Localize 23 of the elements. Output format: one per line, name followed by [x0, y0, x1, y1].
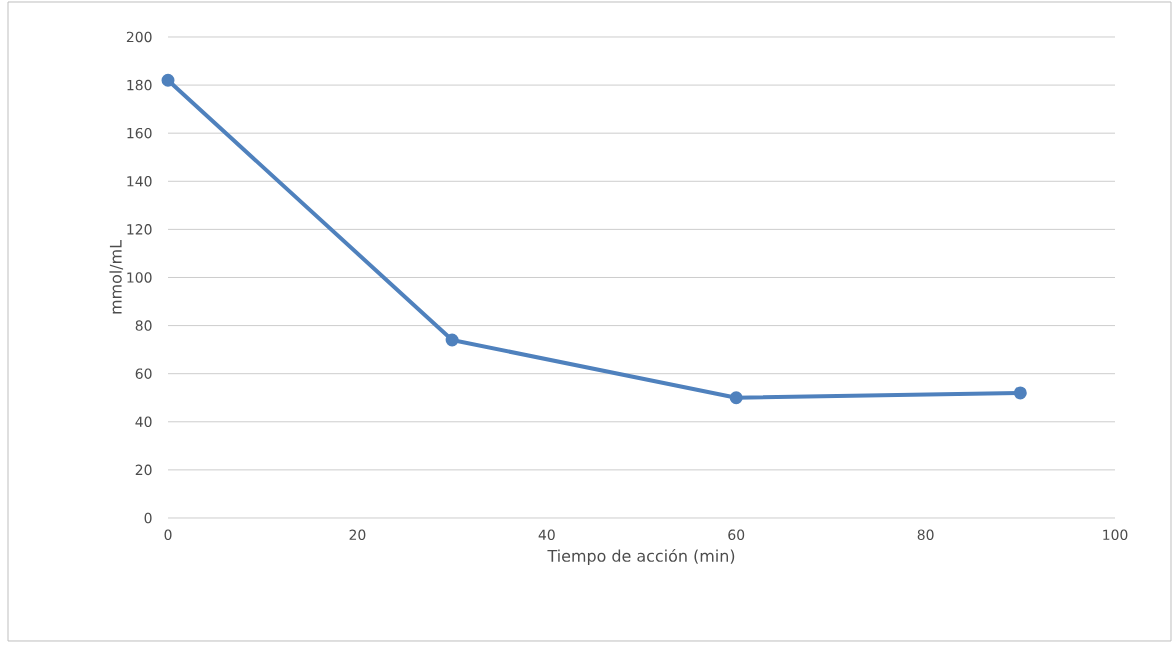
x-tick-label: 80 [917, 529, 934, 541]
y-tick-label: 20 [135, 464, 152, 476]
x-tick-label: 40 [538, 529, 555, 541]
y-tick-label: 40 [135, 416, 152, 428]
x-axis-title: Tiempo de acción (min) [547, 548, 735, 565]
y-tick-label: 80 [135, 320, 152, 331]
x-tick-label: 0 [164, 529, 172, 541]
y-tick-label: 140 [127, 176, 152, 187]
x-tick-label: 100 [1103, 529, 1128, 541]
y-tick-label: 180 [127, 79, 152, 91]
y-tick-label: 100 [127, 272, 152, 283]
y-axis-title: mmol/mL [109, 240, 124, 314]
y-tick-label: 60 [135, 368, 152, 379]
x-tick-label: 60 [728, 529, 745, 541]
point [729, 391, 743, 405]
point [1013, 386, 1027, 400]
point [161, 73, 175, 87]
y-tick-label: 200 [126, 31, 152, 43]
point [445, 333, 459, 347]
x-tick-label: 20 [349, 529, 366, 541]
y-tick-label: 0 [144, 512, 152, 524]
y-tick-label: 120 [127, 224, 152, 235]
y-tick-label: 160 [127, 127, 152, 139]
